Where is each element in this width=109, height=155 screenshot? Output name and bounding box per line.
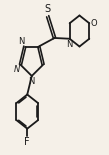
- Text: N: N: [14, 65, 20, 75]
- Text: N: N: [66, 40, 72, 49]
- Text: N: N: [29, 77, 35, 86]
- Text: O: O: [91, 19, 97, 28]
- Text: S: S: [45, 4, 51, 14]
- Text: F: F: [24, 137, 30, 147]
- Text: N: N: [18, 37, 24, 46]
